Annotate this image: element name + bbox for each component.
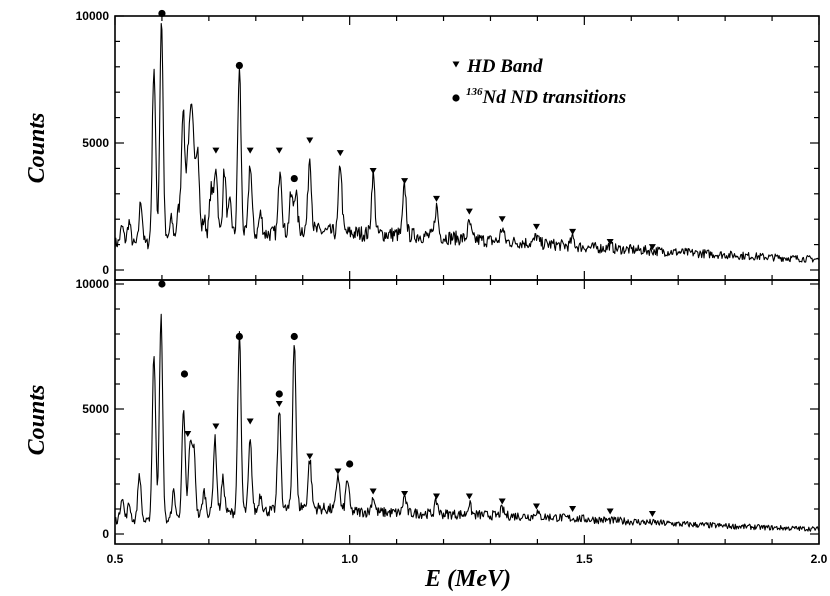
hd-band-marker [212, 147, 220, 154]
legend-nd-text: Nd ND transitions [482, 87, 627, 108]
bottom-spectrum-line [114, 313, 820, 532]
nd-transition-marker [235, 61, 243, 70]
x-tick-label: 1.5 [576, 552, 593, 566]
x-axis-title: E (MeV) [424, 566, 511, 592]
top-y-tick-labels: 0 5000 10000 [76, 9, 110, 277]
hd-band-marker [401, 491, 409, 497]
hd-band-marker [246, 147, 254, 154]
legend-nd-label: 136Nd ND transitions [466, 86, 626, 108]
x-tick-label: 0.5 [107, 552, 124, 566]
hd-band-marker [569, 228, 577, 235]
hd-band-marker [532, 223, 540, 230]
nd-transition-marker [158, 280, 166, 288]
hd-band-marker [498, 216, 506, 223]
top-panel: 0 5000 10000 Counts HD Band 136Nd ND trans… [24, 9, 820, 281]
x-tick-label: 2.0 [811, 552, 828, 566]
x-tick-label: 1.0 [341, 552, 358, 566]
hd-band-marker [569, 506, 577, 512]
bottom-y-tick-labels: 0 5000 10000 [76, 277, 110, 541]
nd-transition-marker [346, 460, 354, 468]
hd-band-marker [648, 511, 656, 517]
legend-circle-icon [452, 94, 460, 102]
hd-band-marker [275, 401, 283, 407]
top-spectrum-line [114, 22, 820, 263]
legend-nd-superscript: 136 [466, 86, 483, 98]
hd-band-marker [369, 167, 377, 174]
y-tick-label: 0 [102, 263, 109, 277]
y-tick-label: 10000 [76, 9, 110, 23]
hd-band-marker [606, 508, 614, 515]
hd-band-marker [401, 178, 409, 185]
hd-band-marker [465, 208, 473, 215]
nd-transition-marker [235, 332, 243, 341]
hd-band-marker [246, 418, 254, 425]
top-y-axis-title: Counts [24, 113, 50, 184]
hd-band-marker [306, 453, 314, 460]
y-tick-label: 5000 [82, 136, 109, 150]
hd-band-marker [184, 431, 192, 437]
bottom-y-axis-title: Counts [24, 385, 50, 456]
hd-band-marker [212, 423, 220, 430]
legend: HD Band 136Nd ND transitions [452, 56, 626, 108]
y-tick-label: 10000 [76, 277, 110, 291]
bottom-panel: 0 5000 10000 0.5 1.0 1.5 2.0 Counts E (MeV) [24, 277, 828, 592]
hd-band-marker [648, 244, 656, 251]
hd-band-marker [369, 488, 377, 495]
nd-transition-marker [290, 174, 298, 183]
legend-hd-band-label: HD Band [466, 56, 543, 77]
hd-band-marker [432, 195, 440, 202]
bottom-ticks [114, 280, 820, 544]
top-ticks [114, 15, 820, 280]
hd-band-marker [306, 137, 314, 144]
nd-transition-marker [158, 9, 166, 18]
hd-band-marker [336, 150, 344, 157]
y-tick-label: 0 [102, 527, 109, 541]
nd-transition-marker [180, 370, 189, 378]
legend-triangle-icon [452, 61, 460, 68]
x-tick-labels: 0.5 1.0 1.5 2.0 [107, 552, 828, 566]
top-markers [158, 9, 656, 251]
nd-transition-marker [275, 390, 283, 398]
hd-band-marker [606, 239, 614, 246]
bottom-markers [158, 280, 656, 517]
hd-band-marker [334, 468, 342, 475]
hd-band-marker [465, 493, 473, 500]
y-tick-label: 5000 [82, 402, 109, 416]
hd-band-marker [532, 503, 540, 510]
hd-band-marker [432, 493, 440, 500]
bottom-plot-frame [114, 279, 820, 545]
hd-band-marker [275, 147, 283, 154]
hd-band-marker [498, 498, 506, 505]
nd-transition-marker [290, 332, 298, 341]
